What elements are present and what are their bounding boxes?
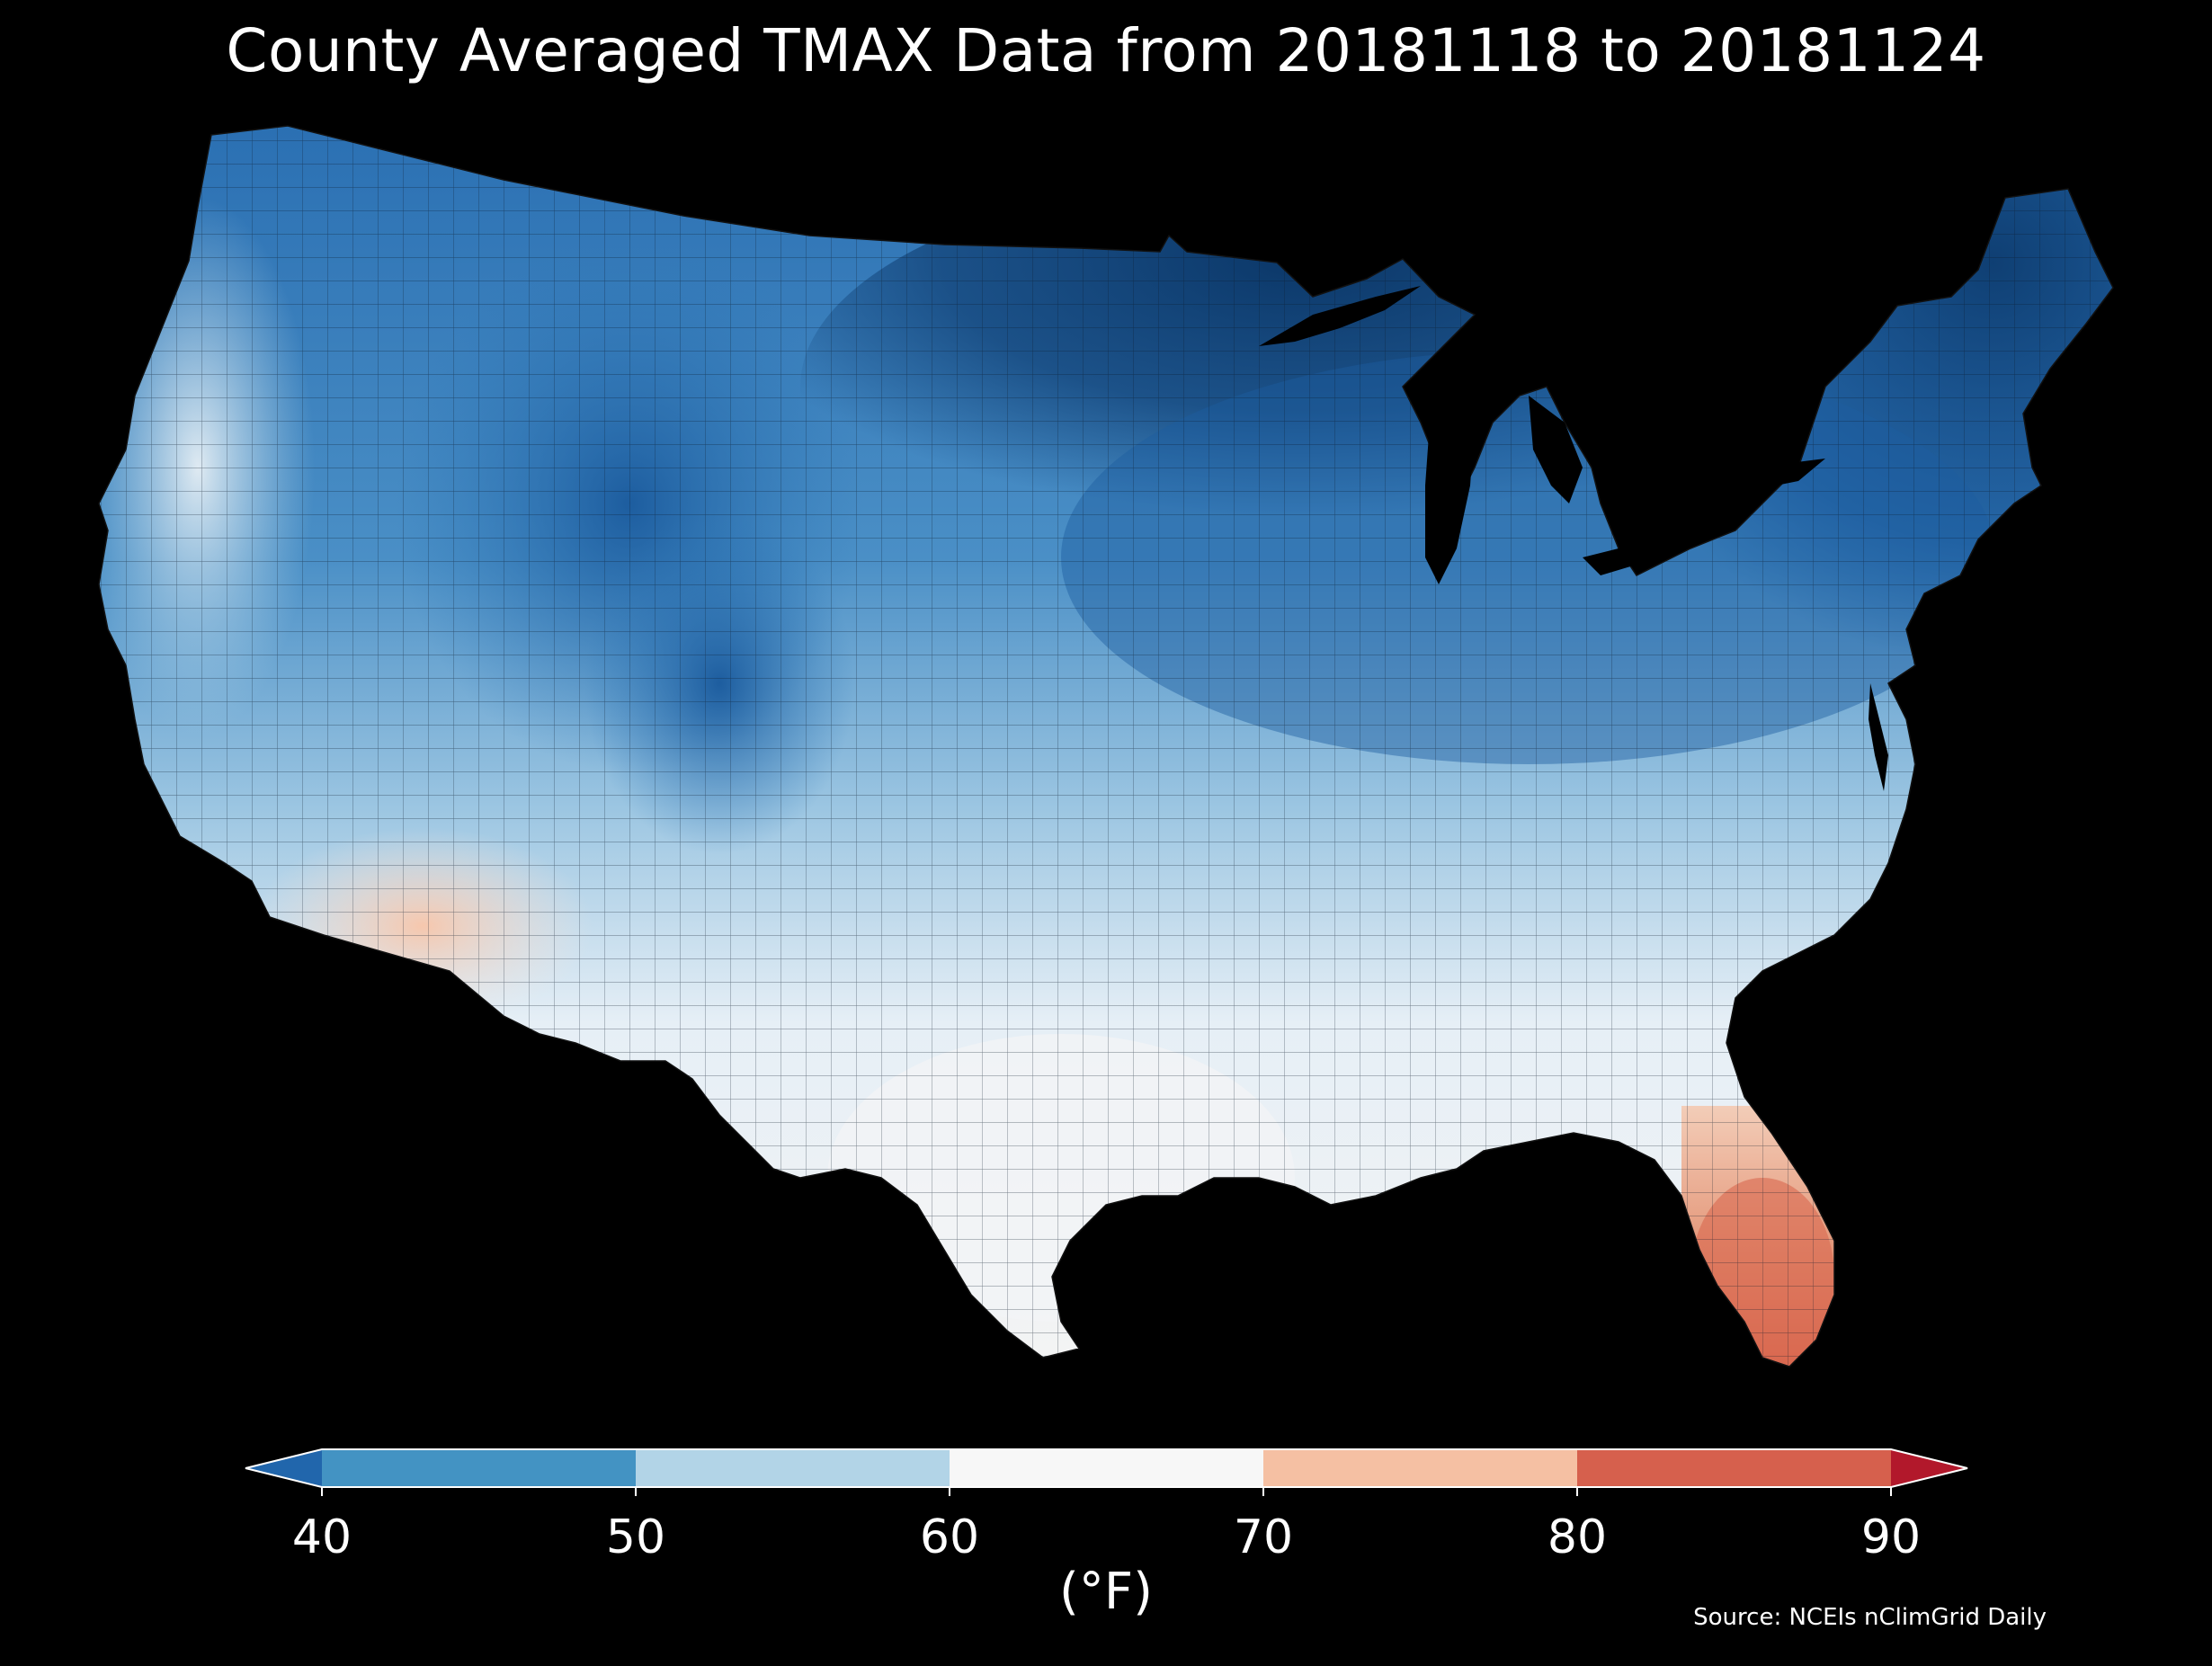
lake-superior (1259, 286, 1421, 346)
lake-huron (1529, 396, 1583, 503)
colorbar-extend-high (1891, 1449, 1967, 1487)
colorbar-bin (322, 1449, 636, 1487)
colorbar-tick-label: 70 (1233, 1510, 1294, 1564)
colorbar-bin (950, 1449, 1263, 1487)
lake-erie (1583, 517, 1726, 575)
colorbar-tick-label: 60 (919, 1510, 980, 1564)
colorbar-tick-label: 80 (1547, 1510, 1608, 1564)
chesapeake-bay (1869, 683, 1888, 791)
source-credit: Source: NCEIs nClimGrid Daily (1693, 1604, 2047, 1631)
colorbar-tick-label: 90 (1860, 1510, 1922, 1564)
colorbar (245, 1448, 1968, 1496)
colorbar-tick-label: 40 (291, 1510, 352, 1564)
colorbar-units-label: (°F) (1059, 1563, 1153, 1621)
map-title: County Averaged TMAX Data from 20181118 … (226, 16, 1986, 85)
colorbar-bin (636, 1449, 950, 1487)
colorbar-bin (1263, 1449, 1577, 1487)
lake-ontario (1740, 459, 1825, 490)
colorbar-extend-low (245, 1449, 322, 1487)
colorbar-bin (1577, 1449, 1891, 1487)
us-outline (98, 125, 2114, 1368)
us-temperature-surface (99, 126, 2113, 1367)
colorbar-tick-label: 50 (605, 1510, 666, 1564)
great-lakes (1259, 286, 1825, 584)
lake-michigan (1425, 369, 1475, 584)
